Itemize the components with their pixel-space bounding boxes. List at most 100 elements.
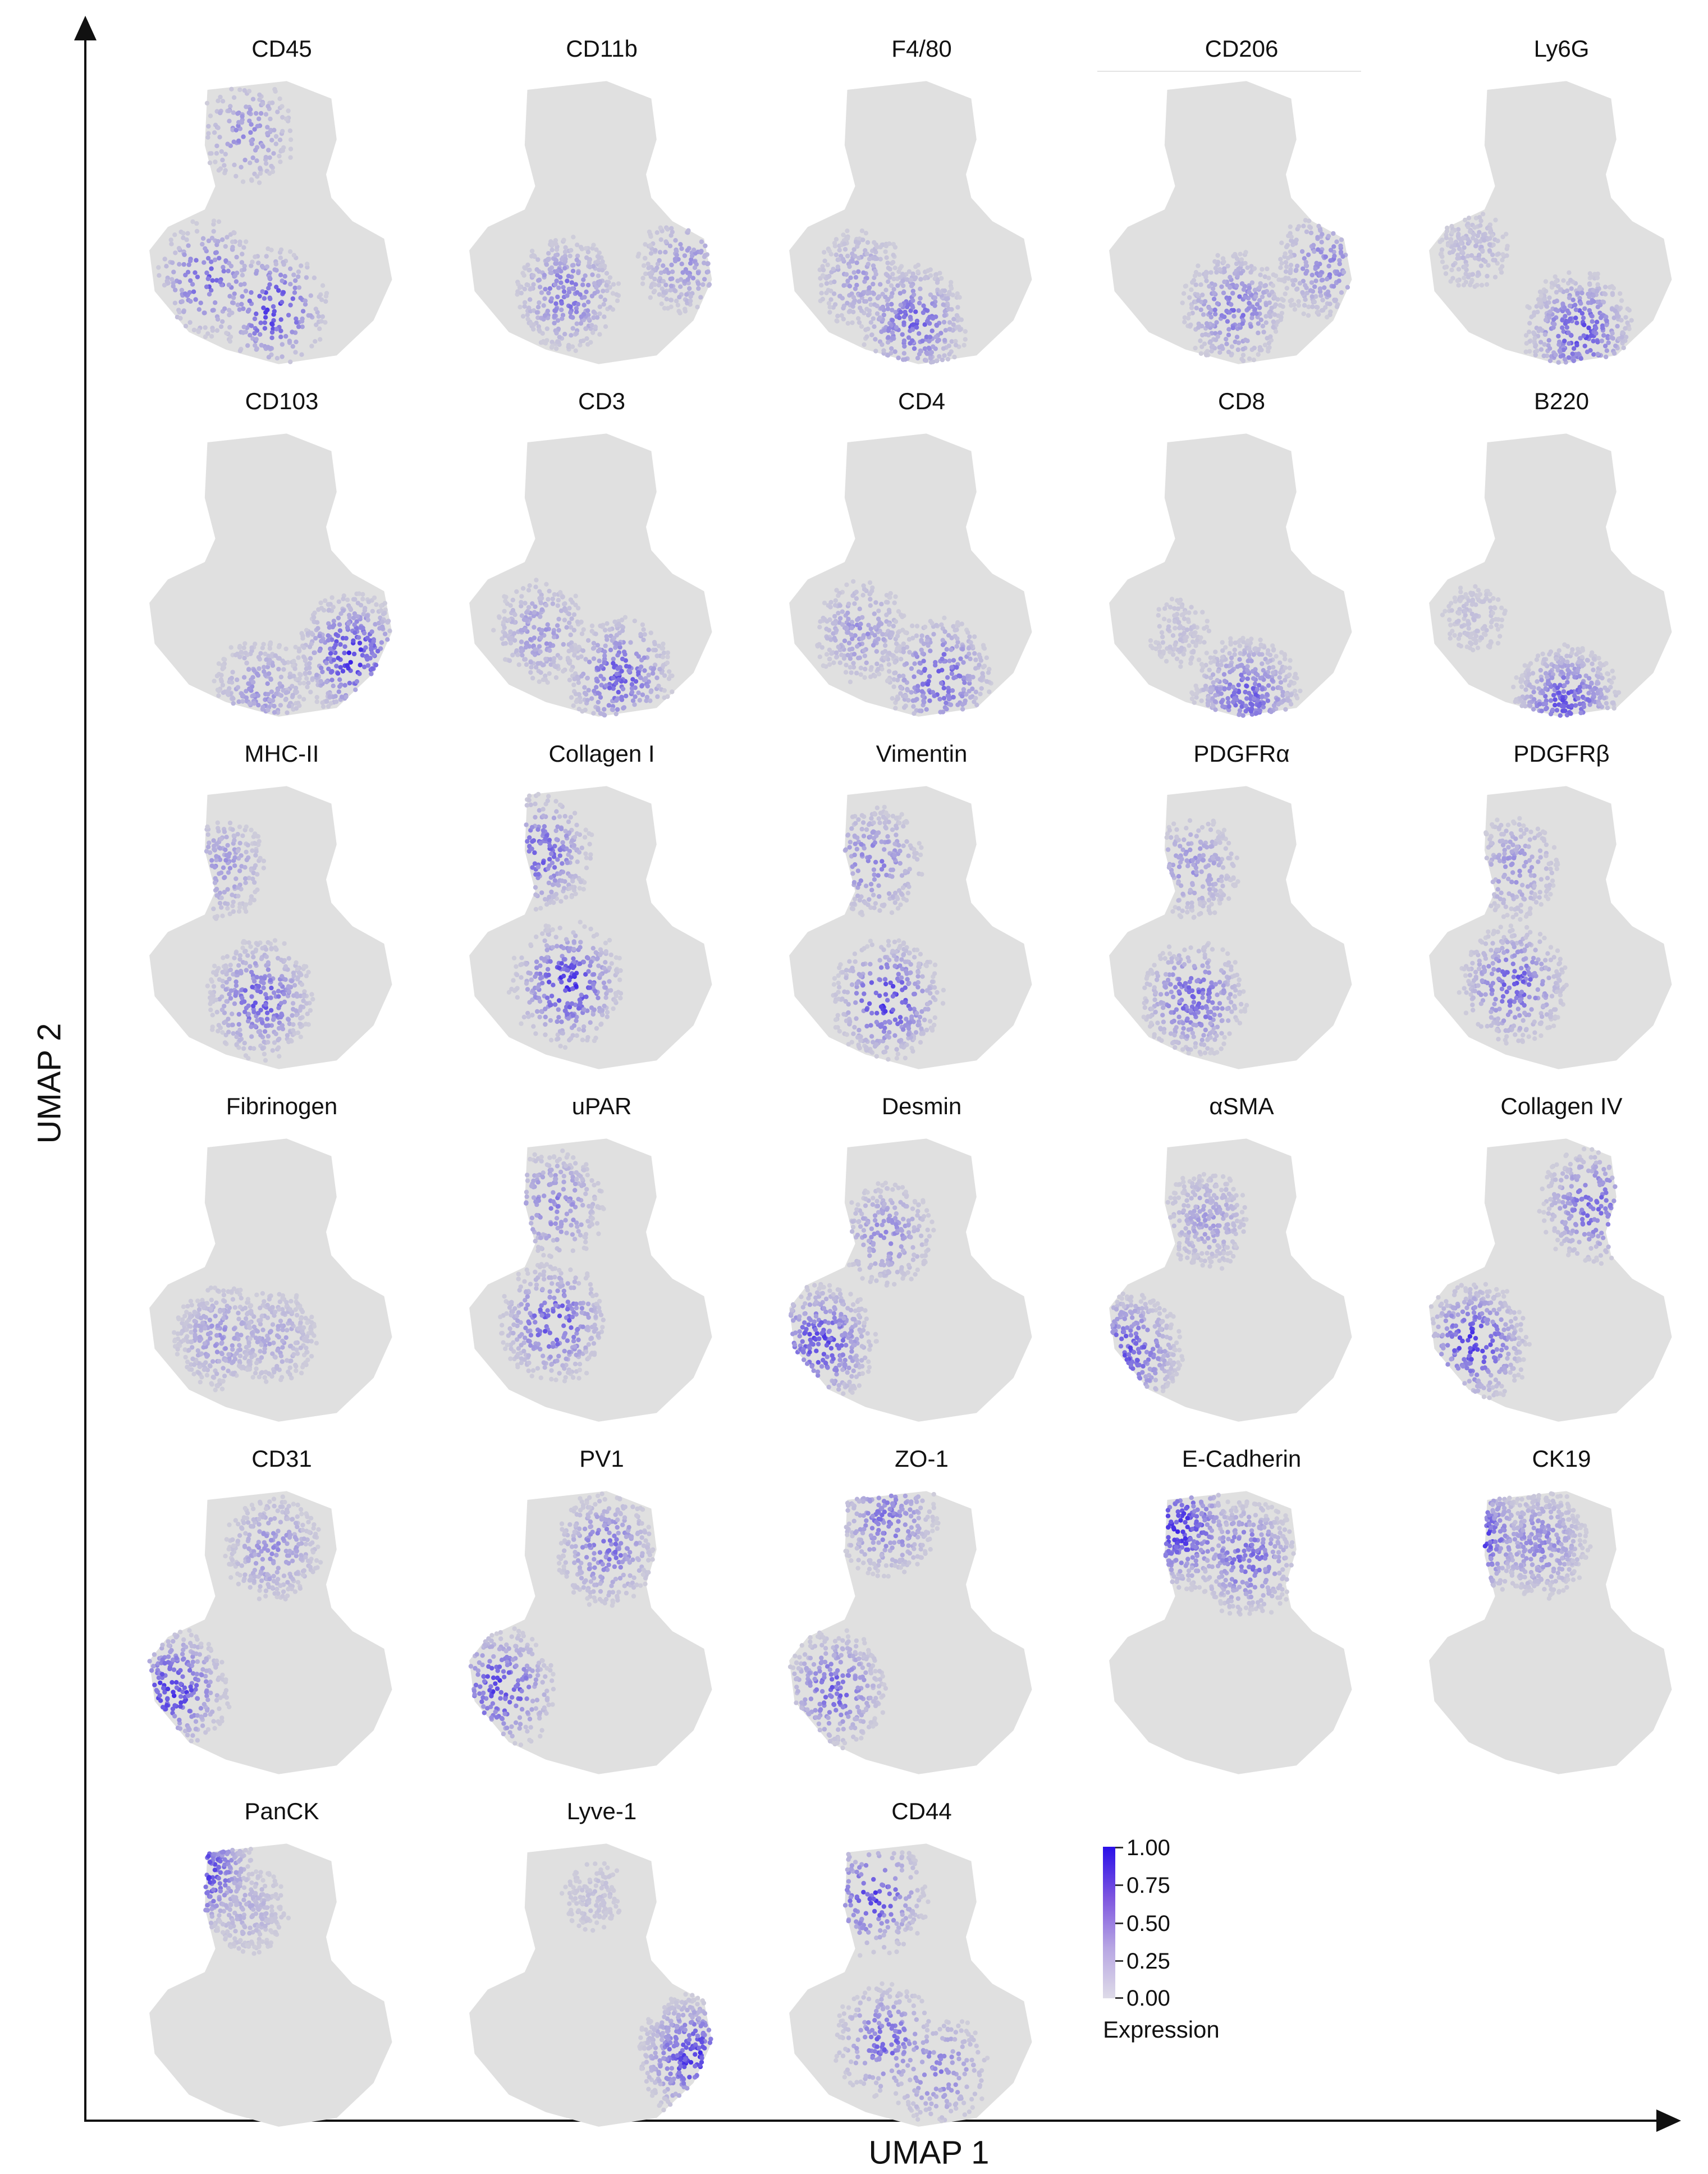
cell-point [329, 669, 335, 674]
cell-point [977, 652, 982, 657]
cell-point [299, 263, 304, 268]
cell-point [1505, 244, 1510, 249]
cell-point [369, 646, 374, 651]
cell-point [1589, 274, 1594, 280]
cell-point [329, 637, 335, 642]
cell-point [239, 649, 244, 655]
cell-point [1448, 623, 1453, 628]
cell-point [1210, 672, 1216, 677]
cell-point [1172, 619, 1178, 624]
cell-point [856, 656, 861, 661]
cell-point [1239, 662, 1244, 667]
cell-point [942, 337, 947, 343]
x-axis-title: UMAP 1 [868, 2134, 990, 2171]
cell-point [905, 688, 910, 693]
cell-point [185, 231, 190, 236]
cell-point [567, 620, 572, 625]
cell-point [949, 647, 954, 652]
cell-point [1593, 326, 1599, 331]
cell-point [308, 656, 313, 661]
cell-point [176, 246, 182, 251]
cell-point [260, 707, 265, 712]
cell-point [1488, 639, 1494, 644]
cell-point [1320, 298, 1325, 303]
cell-point [1256, 352, 1261, 357]
cell-point [869, 332, 874, 337]
cell-point [1493, 217, 1498, 223]
cell-point [202, 260, 207, 265]
cell-point [619, 694, 624, 700]
cell-point [555, 268, 560, 274]
cell-point [1469, 253, 1475, 258]
cell-point [866, 262, 871, 267]
cell-point [323, 320, 328, 325]
cell-point [626, 668, 631, 674]
cell-point [190, 282, 195, 287]
cell-point [981, 645, 986, 650]
cell-point [648, 251, 654, 256]
cell-point [841, 303, 846, 309]
cell-point [904, 277, 910, 282]
cell-point [1548, 698, 1554, 703]
cell-point [324, 699, 329, 704]
cell-point [375, 648, 381, 654]
cell-point [648, 689, 653, 694]
panel-cd4: CD4 [781, 387, 1062, 735]
cell-point [878, 282, 883, 287]
cell-point [1222, 269, 1227, 274]
cell-point [611, 635, 617, 641]
cell-point [912, 711, 917, 716]
cell-point [559, 257, 565, 262]
cell-point [1267, 300, 1272, 305]
cell-point [616, 689, 621, 695]
cell-point [218, 111, 223, 116]
cell-point [941, 685, 946, 690]
cell-point [892, 660, 897, 665]
cell-point [828, 297, 834, 302]
cell-point [369, 629, 374, 634]
cell-point [1301, 223, 1306, 228]
cell-point [336, 615, 341, 621]
cell-point [1296, 303, 1301, 308]
cell-point [661, 290, 666, 295]
cell-point [833, 598, 838, 603]
cell-point [675, 303, 680, 308]
cell-point [249, 645, 254, 651]
cell-point [1285, 255, 1290, 260]
cell-point [570, 344, 575, 349]
cell-point [1257, 298, 1262, 303]
cell-point [665, 306, 671, 311]
cell-point [362, 665, 367, 670]
cell-point [600, 268, 605, 273]
umap-scatter [789, 433, 1032, 717]
cell-point [692, 265, 698, 271]
cell-point [245, 343, 250, 348]
cell-point [1313, 266, 1318, 271]
cell-point [574, 699, 579, 704]
cell-point [834, 588, 839, 593]
cell-point [1243, 260, 1248, 266]
cell-point [1226, 704, 1231, 709]
cell-point [620, 628, 625, 633]
panel-title: F4/80 [891, 35, 952, 62]
cell-point [1565, 659, 1570, 665]
cell-point [1229, 353, 1234, 358]
cell-point [817, 267, 822, 272]
cell-point [303, 302, 308, 307]
cell-point [331, 623, 337, 628]
cell-point [264, 264, 270, 269]
cell-point [267, 276, 272, 281]
cell-point [326, 602, 331, 607]
cell-point [1458, 632, 1463, 637]
cell-point [312, 610, 317, 615]
cell-point [578, 292, 583, 297]
cell-point [887, 275, 892, 280]
cell-point [891, 677, 896, 682]
cell-point [951, 658, 956, 663]
cell-point [938, 680, 944, 686]
cell-point [844, 662, 849, 667]
cell-point [580, 282, 585, 287]
cell-point [840, 257, 846, 262]
cell-point [1288, 263, 1294, 268]
cell-point [1462, 245, 1467, 250]
